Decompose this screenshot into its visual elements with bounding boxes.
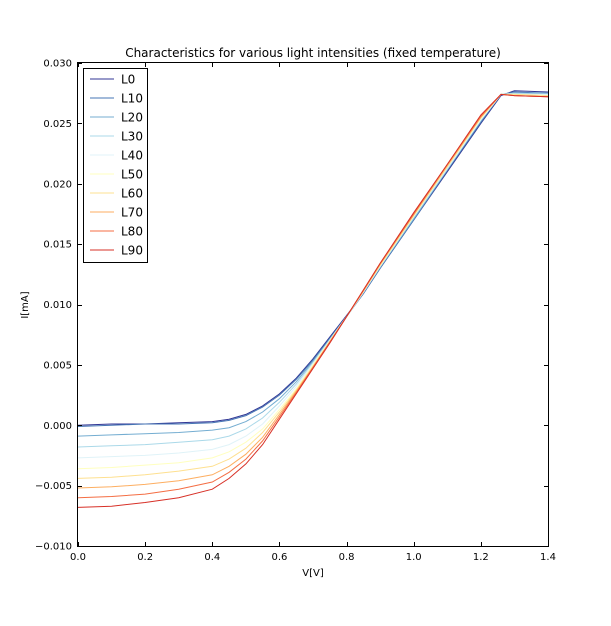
x-tick-label: 1.0 — [406, 552, 422, 563]
x-axis: 0.0 0.2 0.4 0.6 0.8 1.0 1.2 1.4 — [70, 63, 556, 563]
x-tick-label: 0.4 — [204, 552, 220, 563]
series-line-l60 — [77, 93, 549, 479]
legend-label-l60: L60 — [121, 187, 143, 201]
legend-frame — [83, 68, 148, 263]
series-line-l20 — [77, 92, 548, 437]
series-line-l80 — [77, 93, 549, 499]
x-axis-label: V[V] — [302, 568, 324, 579]
y-axis-label: I[mA] — [20, 291, 31, 318]
legend-label-l10: L10 — [121, 92, 143, 106]
series-line-l30 — [77, 92, 549, 448]
x-tick-label: 0.2 — [137, 552, 153, 563]
y-tick-label: 0.000 — [43, 421, 72, 432]
legend-label-l0: L0 — [121, 73, 135, 87]
series-line-l70 — [77, 93, 549, 489]
x-tick-label: 1.4 — [540, 552, 556, 563]
series-line-l10 — [77, 91, 549, 427]
legend-label-l70: L70 — [121, 206, 143, 220]
legend-label-l30: L30 — [121, 130, 143, 144]
y-tick-label: −0.005 — [35, 481, 72, 492]
series-line-l0 — [77, 90, 549, 426]
series-line-l40 — [77, 93, 548, 459]
y-tick-label: −0.010 — [35, 542, 72, 553]
x-tick-label: 0.0 — [70, 552, 86, 563]
chart-title: Characteristics for various light intens… — [125, 46, 501, 60]
y-axis: −0.010 −0.005 0.000 0.005 0.010 0.015 0.020 0.0… — [35, 59, 548, 553]
series-layer — [77, 90, 549, 508]
legend-label-l90: L90 — [121, 244, 143, 258]
y-tick-label: 0.030 — [43, 59, 72, 70]
legend-label-l40: L40 — [121, 149, 143, 163]
legend-label-l50: L50 — [121, 168, 143, 182]
legend: L0 L10 L20 L30 L40 L50 L60 L70 L80 L90 — [83, 68, 148, 263]
plot-area-frame — [77, 62, 549, 547]
series-line-l50 — [77, 93, 549, 470]
y-tick-label: 0.025 — [43, 119, 72, 130]
x-tick-label: 0.6 — [271, 552, 287, 563]
y-tick-label: 0.005 — [43, 360, 72, 371]
series-line-l90 — [77, 93, 549, 508]
y-tick-label: 0.015 — [43, 240, 72, 251]
x-tick-label: 0.8 — [339, 552, 355, 563]
legend-label-l20: L20 — [121, 111, 143, 125]
y-tick-label: 0.010 — [43, 300, 72, 311]
x-tick-label: 1.2 — [473, 552, 489, 563]
y-tick-label: 0.020 — [43, 179, 72, 190]
legend-label-l80: L80 — [121, 225, 143, 239]
